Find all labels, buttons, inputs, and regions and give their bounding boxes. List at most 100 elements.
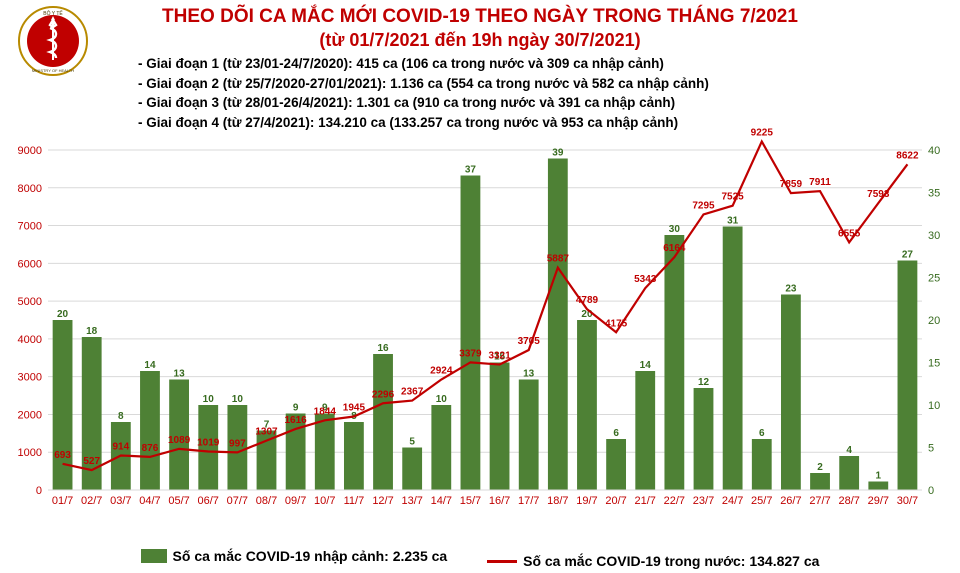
- svg-text:6: 6: [759, 428, 765, 439]
- svg-text:1844: 1844: [314, 406, 337, 417]
- svg-text:8: 8: [118, 411, 124, 422]
- svg-text:2000: 2000: [18, 409, 42, 421]
- svg-text:5: 5: [928, 443, 934, 455]
- svg-text:31: 31: [727, 216, 739, 227]
- svg-text:09/7: 09/7: [285, 495, 306, 507]
- phase-1: - Giai đoạn 1 (từ 23/01-24/7/2020): 415 …: [138, 54, 709, 74]
- svg-text:1019: 1019: [197, 438, 220, 449]
- svg-text:5343: 5343: [634, 274, 657, 285]
- svg-text:14/7: 14/7: [431, 495, 452, 507]
- chart-svg: 0100020003000400050006000700080009000051…: [48, 140, 922, 520]
- svg-text:7525: 7525: [722, 192, 745, 203]
- legend-bar-label: Số ca mắc COVID-19 nhập cảnh: 2.235 ca: [173, 548, 448, 564]
- svg-text:693: 693: [54, 450, 71, 461]
- svg-text:21/7: 21/7: [635, 495, 656, 507]
- svg-text:6164: 6164: [663, 243, 686, 254]
- svg-text:37: 37: [465, 165, 477, 176]
- svg-text:10: 10: [928, 400, 940, 412]
- legend-line-label: Số ca mắc COVID-19 trong nước: 134.827 c…: [523, 553, 819, 569]
- svg-text:11/7: 11/7: [344, 495, 365, 507]
- svg-text:03/7: 03/7: [110, 495, 131, 507]
- svg-text:16/7: 16/7: [489, 495, 510, 507]
- svg-text:28/7: 28/7: [838, 495, 859, 507]
- svg-text:04/7: 04/7: [139, 495, 160, 507]
- svg-text:9: 9: [293, 403, 299, 414]
- svg-text:4000: 4000: [18, 334, 42, 346]
- svg-text:7859: 7859: [780, 179, 803, 190]
- svg-text:10/7: 10/7: [314, 495, 335, 507]
- svg-text:40: 40: [928, 145, 940, 157]
- svg-text:20/7: 20/7: [605, 495, 626, 507]
- svg-text:18/7: 18/7: [547, 495, 568, 507]
- legend-bar-swatch: [141, 549, 167, 563]
- svg-text:7593: 7593: [867, 189, 890, 200]
- svg-text:3321: 3321: [488, 351, 511, 362]
- svg-text:39: 39: [552, 148, 564, 159]
- svg-text:6000: 6000: [18, 258, 42, 270]
- svg-text:23/7: 23/7: [693, 495, 714, 507]
- svg-text:20: 20: [57, 309, 69, 320]
- chart-container: BỘ Y TẾ MINISTRY OF HEALTH THEO DÕI CA M…: [0, 0, 960, 573]
- svg-text:5887: 5887: [547, 254, 570, 265]
- title-line-2: (từ 01/7/2021 đến 19h ngày 30/7/2021): [0, 30, 960, 51]
- svg-text:10: 10: [203, 394, 215, 405]
- legend-line-swatch: [487, 560, 517, 563]
- svg-text:35: 35: [928, 188, 940, 200]
- svg-text:25/7: 25/7: [751, 495, 772, 507]
- svg-text:22/7: 22/7: [664, 495, 685, 507]
- svg-text:6555: 6555: [838, 228, 861, 239]
- svg-text:02/7: 02/7: [81, 495, 102, 507]
- svg-text:2: 2: [817, 462, 823, 473]
- svg-text:15: 15: [928, 358, 940, 370]
- svg-text:876: 876: [142, 443, 159, 454]
- svg-text:9225: 9225: [751, 128, 774, 139]
- svg-text:10: 10: [436, 394, 448, 405]
- svg-text:1616: 1616: [285, 415, 308, 426]
- svg-text:13: 13: [523, 369, 535, 380]
- svg-text:07/7: 07/7: [227, 495, 248, 507]
- svg-text:25: 25: [928, 273, 940, 285]
- svg-text:14: 14: [640, 360, 652, 371]
- svg-text:16: 16: [377, 343, 389, 354]
- svg-text:8000: 8000: [18, 183, 42, 195]
- svg-text:30: 30: [928, 230, 940, 242]
- svg-text:997: 997: [229, 438, 246, 449]
- svg-text:9000: 9000: [18, 145, 42, 157]
- svg-text:14: 14: [144, 360, 156, 371]
- svg-text:23: 23: [785, 284, 797, 295]
- svg-text:24/7: 24/7: [722, 495, 743, 507]
- svg-text:19/7: 19/7: [576, 495, 597, 507]
- phase-summary: - Giai đoạn 1 (từ 23/01-24/7/2020): 415 …: [138, 54, 709, 132]
- svg-text:7000: 7000: [18, 221, 42, 233]
- svg-text:20: 20: [928, 315, 940, 327]
- phase-2: - Giai đoạn 2 (từ 25/7/2020-27/01/2021):…: [138, 74, 709, 94]
- svg-text:1307: 1307: [255, 427, 278, 438]
- svg-text:13: 13: [174, 369, 186, 380]
- svg-text:2924: 2924: [430, 366, 453, 377]
- svg-text:0: 0: [928, 485, 934, 497]
- svg-text:30/7: 30/7: [897, 495, 918, 507]
- svg-text:3000: 3000: [18, 372, 42, 384]
- svg-text:3705: 3705: [518, 336, 541, 347]
- svg-text:10: 10: [232, 394, 244, 405]
- svg-text:12/7: 12/7: [372, 495, 393, 507]
- svg-text:7911: 7911: [809, 177, 831, 188]
- svg-text:12: 12: [698, 377, 710, 388]
- chart-title: THEO DÕI CA MẮC MỚI COVID-19 THEO NGÀY T…: [0, 6, 960, 51]
- svg-text:914: 914: [112, 441, 129, 452]
- svg-text:2367: 2367: [401, 387, 424, 398]
- svg-text:6: 6: [613, 428, 619, 439]
- svg-text:05/7: 05/7: [168, 495, 189, 507]
- svg-text:4: 4: [846, 445, 852, 456]
- svg-text:5: 5: [409, 437, 415, 448]
- svg-text:06/7: 06/7: [198, 495, 219, 507]
- svg-text:0: 0: [36, 485, 42, 497]
- svg-text:5000: 5000: [18, 296, 42, 308]
- svg-text:26/7: 26/7: [780, 495, 801, 507]
- svg-text:MINISTRY OF HEALTH: MINISTRY OF HEALTH: [32, 68, 74, 73]
- svg-text:4175: 4175: [605, 318, 628, 329]
- phase-3: - Giai đoạn 3 (từ 28/01-26/4/2021): 1.30…: [138, 93, 709, 113]
- svg-text:27/7: 27/7: [809, 495, 830, 507]
- legend-line: Số ca mắc COVID-19 trong nước: 134.827 c…: [487, 553, 819, 569]
- svg-text:4789: 4789: [576, 295, 599, 306]
